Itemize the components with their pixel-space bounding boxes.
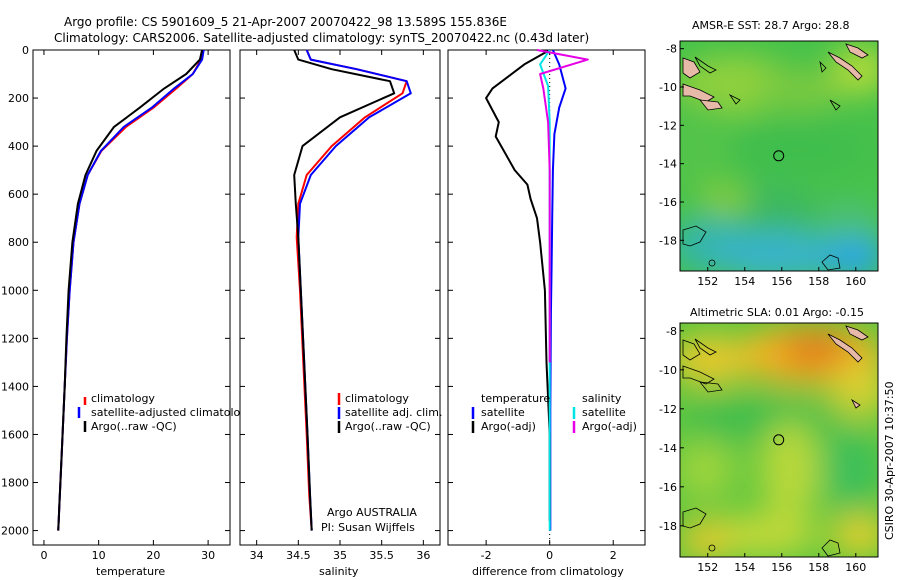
depth-tick-label: 400 xyxy=(8,140,29,153)
salinity-lines xyxy=(293,49,412,531)
difference-legend-sal-satellite: satellite xyxy=(582,406,626,419)
depth-tick-label: 800 xyxy=(8,236,29,249)
sst-lon-tick-label: 160 xyxy=(845,275,866,288)
temperature-legend: climatology satellite-adjusted climatolo… xyxy=(77,392,254,433)
depth-tick-label: 0 xyxy=(22,44,29,57)
salinity-xtick-label: 35.5 xyxy=(369,549,394,562)
sla-lat-tick-label: -10 xyxy=(659,364,677,377)
sla-lat-tick-label: -18 xyxy=(659,520,677,533)
salinity-panel: 34 34.5 35 35.5 36 salinity climatology sate… xyxy=(239,49,442,578)
depth-tick-label: 200 xyxy=(8,92,29,105)
sst-map-axis-labels: 152 154 156 158 160 -8 -10 -12 -14 -16 -18 xyxy=(659,43,866,288)
pi-label: PI: Susan Wijffels xyxy=(321,521,415,534)
salinity-xtick-label: 34.5 xyxy=(286,549,311,562)
depth-tick-label: 1800 xyxy=(1,477,29,490)
sst-lat-tick-label: -14 xyxy=(659,158,677,171)
difference-xtick-label: -2 xyxy=(481,549,492,562)
sst-lon-tick-label: 152 xyxy=(697,275,718,288)
temperature-ticks: 0 10 20 30 0 200 400 600 800 1000 1200 1400 1600 1800… xyxy=(1,44,230,562)
difference-lines xyxy=(485,49,589,531)
difference-legend-sal-argo: Argo(-adj) xyxy=(582,420,637,433)
sst-lat-tick-label: -8 xyxy=(666,43,677,56)
depth-tick-label: 1400 xyxy=(1,380,29,393)
sla-argo-position-marker xyxy=(773,434,785,446)
difference-series-salinity-argo-adj- xyxy=(536,49,589,363)
sla-map-field xyxy=(680,323,878,557)
sst-lat-tick-label: -10 xyxy=(659,81,677,94)
salinity-xlabel: salinity xyxy=(319,565,359,578)
difference-xlabel: difference from climatology xyxy=(472,565,624,578)
salinity-legend: climatology satellite adj. clim. Argo(..… xyxy=(337,392,442,433)
difference-panel: -2 0 2 difference from climatology tempera… xyxy=(447,49,646,578)
depth-tick-label: 1200 xyxy=(1,332,29,345)
sla-lon-tick-label: 160 xyxy=(845,561,866,574)
difference-xtick-label: 0 xyxy=(546,549,553,562)
salinity-xtick-label: 36 xyxy=(416,549,430,562)
sla-lon-tick-label: 154 xyxy=(734,561,755,574)
argo-program-label: Argo AUSTRALIA xyxy=(327,506,417,519)
salinity-series-argo-raw-qc- xyxy=(293,49,396,531)
figure-title-line2: Climatology: CARS2006. Satellite-adjuste… xyxy=(54,31,589,45)
sla-map-title: Altimetric SLA: 0.01 Argo: -0.15 xyxy=(690,306,864,319)
sst-lat-tick-label: -16 xyxy=(659,196,677,209)
sla-lat-tick-label: -8 xyxy=(666,325,677,338)
temperature-legend-climatology: climatology xyxy=(91,392,155,405)
salinity-legend-climatology: climatology xyxy=(345,392,409,405)
sst-lon-tick-label: 158 xyxy=(808,275,829,288)
salinity-legend-satellite: satellite adj. clim. xyxy=(345,406,442,419)
temperature-legend-argo: Argo(..raw -QC) xyxy=(91,420,177,433)
depth-tick-label: 1600 xyxy=(1,428,29,441)
salinity-ticks: 34 34.5 35 35.5 36 xyxy=(240,49,440,562)
sst-argo-position-marker xyxy=(773,150,785,162)
sst-lat-tick-label: -12 xyxy=(659,119,677,132)
sst-lon-tick-label: 154 xyxy=(734,275,755,288)
sla-lat-tick-label: -14 xyxy=(659,442,677,455)
temperature-xtick-label: 20 xyxy=(146,549,160,562)
temperature-panel: 0 10 20 30 0 200 400 600 800 1000 1200 1400 1600 1800… xyxy=(1,44,254,578)
sst-lat-tick-label: -18 xyxy=(659,234,677,247)
figure-title-line1: Argo profile: CS 5901609_5 21-Apr-2007 2… xyxy=(64,15,507,29)
depth-tick-label: 2000 xyxy=(1,525,29,538)
temperature-xtick-label: 10 xyxy=(92,549,106,562)
timestamp-stamp: CSIRO 30-Apr-2007 10:37:50 xyxy=(883,381,896,540)
difference-legend-salinity-header: salinity xyxy=(582,392,622,405)
difference-legend-temperature-header: temperature xyxy=(481,392,550,405)
difference-series-temperature-argo-adj- xyxy=(485,49,551,521)
salinity-xtick-label: 35 xyxy=(333,549,347,562)
sla-lat-tick-label: -16 xyxy=(659,481,677,494)
depth-tick-label: 600 xyxy=(8,188,29,201)
temperature-xlabel: temperature xyxy=(96,565,165,578)
temperature-xtick-label: 30 xyxy=(201,549,215,562)
sla-map-axis-labels: 152 154 156 158 160 -8 -10 -12 -14 -16 -18 xyxy=(659,325,866,574)
difference-legend-temp-satellite: satellite xyxy=(481,406,525,419)
temperature-xtick-label: 0 xyxy=(40,549,47,562)
salinity-xtick-label: 34 xyxy=(250,549,264,562)
temperature-lines xyxy=(57,49,205,531)
difference-xtick-label: 2 xyxy=(610,549,617,562)
depth-tick-label: 1000 xyxy=(1,284,29,297)
sst-lon-tick-label: 156 xyxy=(771,275,792,288)
difference-legend-temp-argo: Argo(-adj) xyxy=(481,420,536,433)
sla-lon-tick-label: 152 xyxy=(697,561,718,574)
temperature-legend-satellite: satellite-adjusted climatology xyxy=(91,406,254,419)
sla-lon-tick-label: 158 xyxy=(808,561,829,574)
sla-lat-tick-label: -12 xyxy=(659,403,677,416)
difference-legend: temperature satellite Argo(-adj) salinit… xyxy=(471,392,637,433)
temperature-series-argo-raw-qc- xyxy=(57,49,204,531)
sst-map-field xyxy=(680,41,878,271)
salinity-legend-argo: Argo(..raw -QC) xyxy=(345,420,431,433)
sst-map-title: AMSR-E SST: 28.7 Argo: 28.8 xyxy=(692,19,850,32)
sla-map-panel: Altimetric SLA: 0.01 Argo: -0.15 xyxy=(659,306,879,574)
sla-lon-tick-label: 156 xyxy=(771,561,792,574)
sst-map-panel: AMSR-E SST: 28.7 Argo: 28.8 xyxy=(659,19,879,288)
